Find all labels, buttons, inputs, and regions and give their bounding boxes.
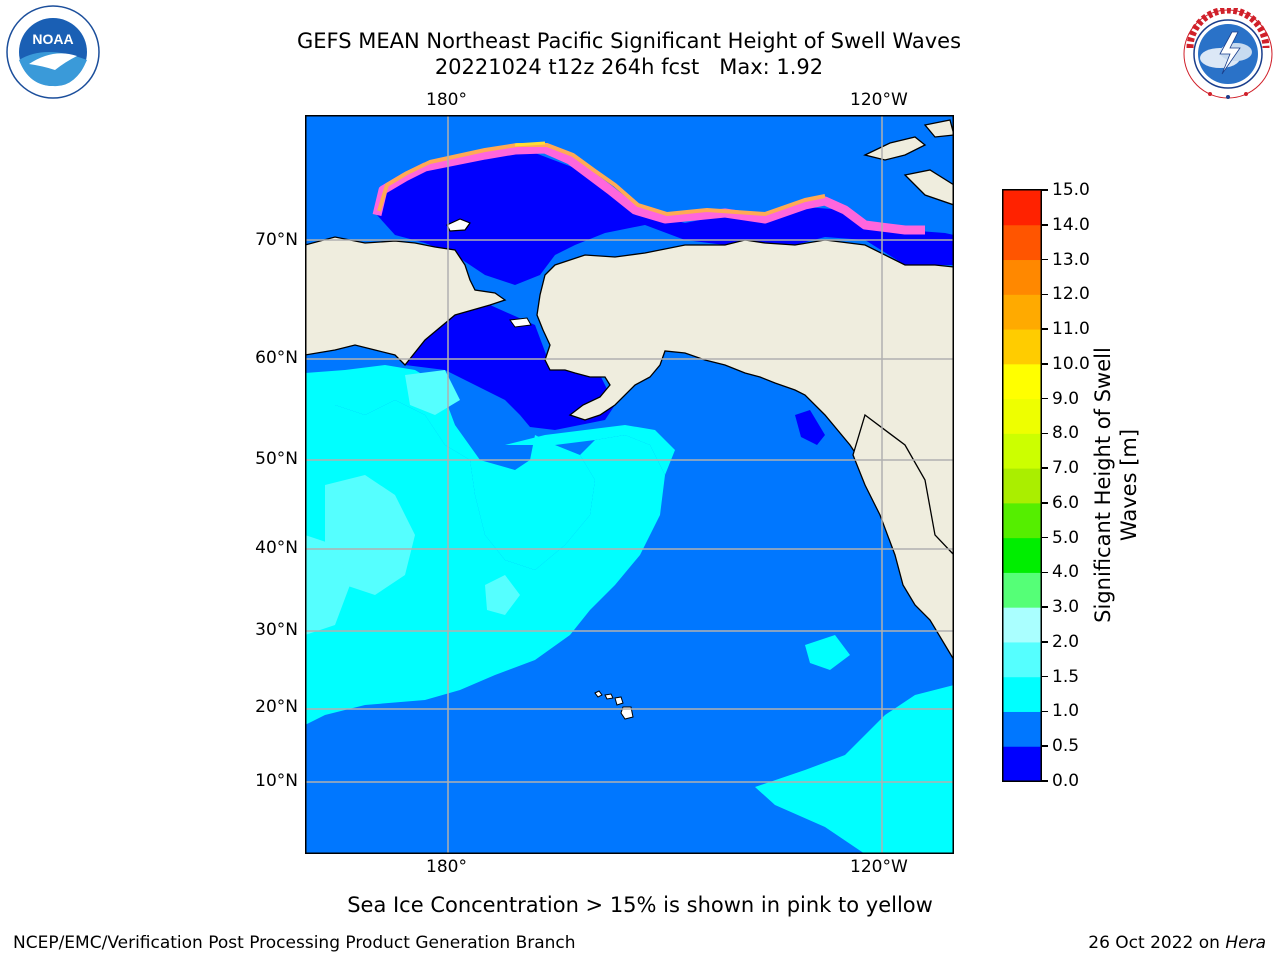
colorbar-bin <box>1003 746 1041 782</box>
colorbar-tick-label: 1.0 <box>1052 701 1080 722</box>
colorbar-tick-mark <box>1042 502 1048 504</box>
land-arctic-islands <box>863 119 954 206</box>
colorbar-tick-mark <box>1042 606 1048 608</box>
noaa-logo: NOAA <box>5 4 101 100</box>
colorbar-tick-label: 6.0 <box>1052 492 1080 513</box>
sea-ice-edge-orange <box>377 143 826 216</box>
lon-label-bottom-180: 180° <box>426 857 467 877</box>
low-swell-gulf <box>795 410 825 445</box>
lat-label-50n: 50°N <box>255 449 298 469</box>
colorbar-tick-mark <box>1042 258 1048 261</box>
svg-text:NOAA: NOAA <box>32 31 73 47</box>
lon-label-top-180: 180° <box>426 90 467 110</box>
swell-patch-light-3 <box>485 575 520 615</box>
colorbar-tick-label: 3.0 <box>1052 597 1080 618</box>
colorbar-tick-label: 14.0 <box>1052 214 1090 235</box>
colorbar-tick-mark <box>1042 641 1048 643</box>
colorbar-tick-label: 7.0 <box>1052 458 1080 479</box>
colorbar-tick-mark <box>1042 745 1048 747</box>
colorbar-tick-mark <box>1042 467 1048 469</box>
colorbar-tick-mark <box>1042 189 1048 191</box>
land-siberia <box>305 236 507 366</box>
colorbar-tick-mark <box>1042 293 1048 296</box>
colorbar-tick-label: 10.0 <box>1052 353 1090 374</box>
footer-date: 26 Oct 2022 on Hera <box>1088 933 1266 953</box>
land-canada-coast <box>852 413 954 662</box>
colorbar-bin <box>1003 641 1041 678</box>
graticule <box>305 115 954 854</box>
sea-ice-edge-pink <box>372 144 925 235</box>
land-st-lawrence <box>509 317 532 328</box>
colorbar-tick-label: 5.0 <box>1052 527 1080 548</box>
swell-patch-cyan-small <box>805 635 850 670</box>
colorbar-tick-mark <box>1042 397 1048 400</box>
footer-host: Hera <box>1225 933 1266 953</box>
national-weather-service-logo <box>1180 8 1276 100</box>
colorbar-tick-mark <box>1042 571 1048 574</box>
chart-title: GEFS MEAN Northeast Pacific Significant … <box>296 29 962 53</box>
colorbar-tick-mark <box>1042 328 1048 330</box>
colorbar-bin <box>1003 607 1041 643</box>
colorbar-bin <box>1003 398 1041 434</box>
colorbar-tick-label: 9.0 <box>1052 388 1080 409</box>
lat-label-10n: 10°N <box>255 771 298 791</box>
swell-height-map <box>305 115 954 854</box>
colorbar-bin <box>1003 537 1041 573</box>
colorbar-tick-mark <box>1042 363 1048 365</box>
colorbar-tick-mark <box>1042 224 1048 226</box>
land-wrangel-island <box>446 218 471 232</box>
colorbar-bin <box>1003 711 1041 747</box>
colorbar-bin <box>1003 190 1041 226</box>
colorbar-tick-label: 0.0 <box>1052 771 1080 791</box>
swell-patch-light-2 <box>305 535 350 635</box>
swell-region-west <box>305 365 595 570</box>
swell-region-northcentral <box>505 425 675 475</box>
land-alaska <box>536 239 954 616</box>
low-swell-bering <box>405 305 615 430</box>
colorbar-bin <box>1003 363 1041 400</box>
footer-date-text: 26 Oct 2022 on <box>1088 933 1220 953</box>
sea-ice-edge-yellow <box>514 141 546 147</box>
colorbar-tick-label: 0.5 <box>1052 736 1080 757</box>
lon-label-bottom-120w: 120°W <box>850 857 908 877</box>
chart-subtitle: 20221024 t12z 264h fcst Max: 1.92 <box>434 55 824 79</box>
colorbar-tick-label: 8.0 <box>1052 423 1080 444</box>
colorbar-tick-label: 4.0 <box>1052 562 1080 583</box>
colorbar-tick-mark <box>1042 536 1048 539</box>
colorbar-tick-mark <box>1042 432 1048 435</box>
colorbar-bin <box>1003 502 1041 539</box>
colorbar-bin <box>1003 329 1041 365</box>
colorbar-tick-mark <box>1042 780 1048 782</box>
lat-label-40n: 40°N <box>255 538 298 558</box>
colorbar-bin <box>1003 294 1041 330</box>
colorbar-bin <box>1003 676 1041 712</box>
colorbar-bin <box>1003 259 1041 295</box>
colorbar-tick-label: 1.5 <box>1052 666 1080 687</box>
swell-patch-light-4 <box>405 370 460 415</box>
colorbar-tick-mark <box>1042 675 1048 678</box>
lat-label-30n: 30°N <box>255 620 298 640</box>
colorbar-tick-mark <box>1042 710 1048 713</box>
colorbar-bin <box>1003 433 1041 469</box>
lat-label-20n: 20°N <box>255 697 298 717</box>
lat-label-70n: 70°N <box>255 230 298 250</box>
lat-label-60n: 60°N <box>255 348 298 368</box>
footer-credit: NCEP/EMC/Verification Post Processing Pr… <box>13 933 576 953</box>
colorbar-tick-label: 2.0 <box>1052 631 1080 652</box>
colorbar-tick-label: 15.0 <box>1052 180 1090 200</box>
swell-region-southeast <box>755 685 954 854</box>
land-hawaii <box>594 690 634 720</box>
colorbar-tick-label: 11.0 <box>1052 319 1090 340</box>
sea-ice-caption: Sea Ice Concentration > 15% is shown in … <box>347 893 933 917</box>
colorbar-title: Significant Height of Swell Waves [m] <box>1091 347 1141 623</box>
colorbar-bin <box>1003 224 1041 261</box>
colorbar-bin <box>1003 572 1041 608</box>
colorbar-tick-label: 13.0 <box>1052 249 1090 270</box>
lon-label-top-120w: 120°W <box>850 90 908 110</box>
swell-patch-light-1 <box>325 475 415 595</box>
colorbar-bin <box>1003 468 1041 504</box>
colorbar <box>1002 189 1042 782</box>
colorbar-tick-label: 12.0 <box>1052 284 1090 305</box>
map-frame <box>305 115 954 854</box>
